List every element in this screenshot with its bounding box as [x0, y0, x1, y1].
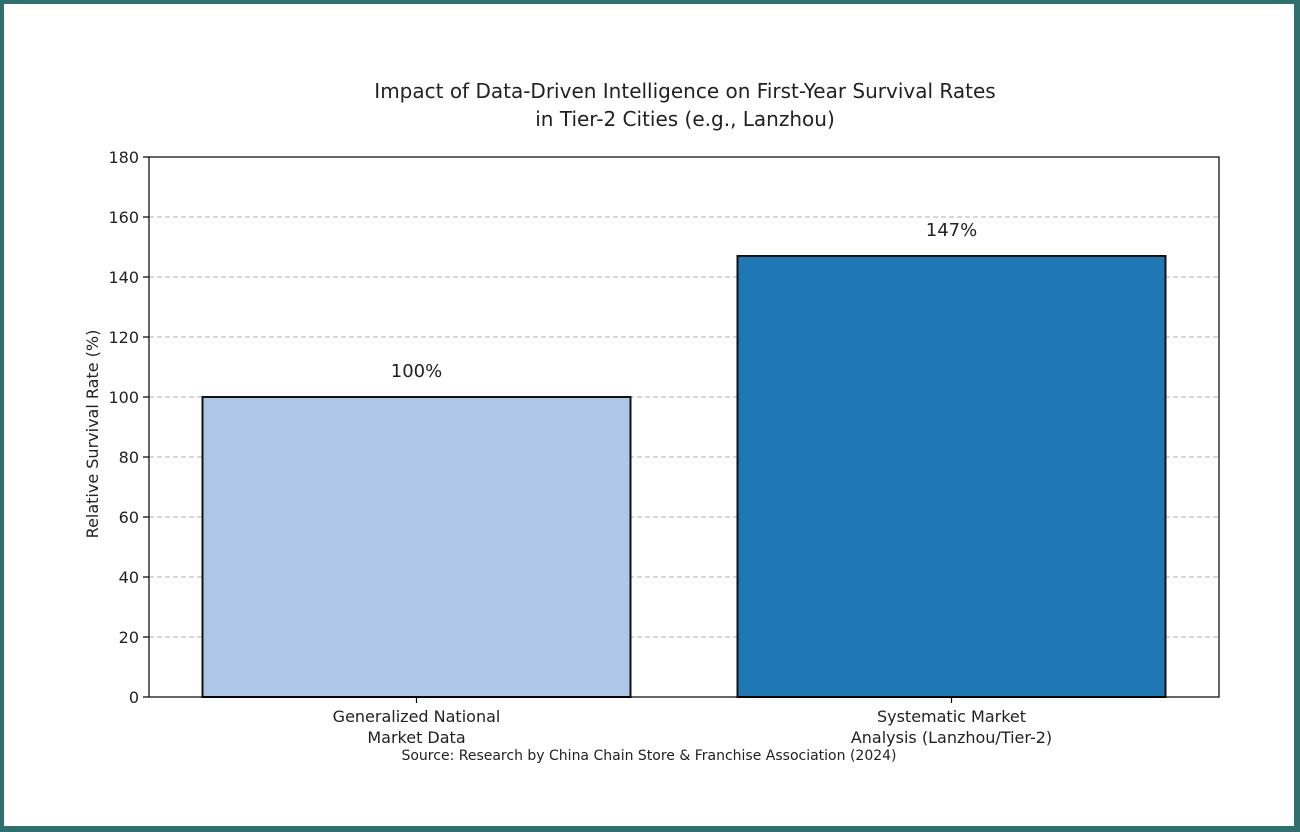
bar-chart: Impact of Data-Driven Intelligence on Fi… [83, 79, 1220, 764]
plot-area-frame [148, 156, 1220, 698]
y-tick-label: 80 [119, 448, 139, 467]
bar-value-label: 147% [926, 220, 977, 241]
chart-title: Impact of Data-Driven Intelligence on Fi… [374, 79, 995, 131]
y-tick-label: 160 [108, 208, 139, 227]
x-axis-ticks: Generalized National Market Data Systemati… [333, 697, 1052, 747]
y-tick-label: 140 [108, 268, 139, 287]
chart-frame: Impact of Data-Driven Intelligence on Fi… [4, 4, 1294, 826]
y-tick-label: 0 [129, 688, 139, 707]
y-axis-title: Relative Survival Rate (%) [83, 330, 102, 539]
y-axis-ticks: 0 20 40 60 80 100 120 140 160 180 [108, 148, 149, 707]
y-tick-label: 120 [108, 328, 139, 347]
x-tick-label: Analysis (Lanzhou/Tier-2) [851, 728, 1052, 747]
chart-title-line-1: Impact of Data-Driven Intelligence on Fi… [374, 79, 995, 103]
y-tick-label: 180 [108, 148, 139, 167]
y-tick-label: 100 [108, 388, 139, 407]
bar-value-label: 100% [391, 361, 442, 382]
source-note: Source: Research by China Chain Store & … [401, 748, 896, 764]
x-tick-label: Generalized National [333, 707, 501, 726]
chart-title-line-2: in Tier-2 Cities (e.g., Lanzhou) [535, 107, 835, 131]
x-tick-label: Systematic Market [877, 707, 1026, 726]
bars [201, 255, 1167, 698]
y-tick-label: 60 [119, 508, 139, 527]
y-tick-label: 20 [119, 628, 139, 647]
y-tick-label: 40 [119, 568, 139, 587]
bar-value-labels: 100% 147% [391, 220, 977, 382]
bar [736, 255, 1167, 698]
x-tick-label: Market Data [367, 728, 465, 747]
bar [201, 396, 632, 698]
